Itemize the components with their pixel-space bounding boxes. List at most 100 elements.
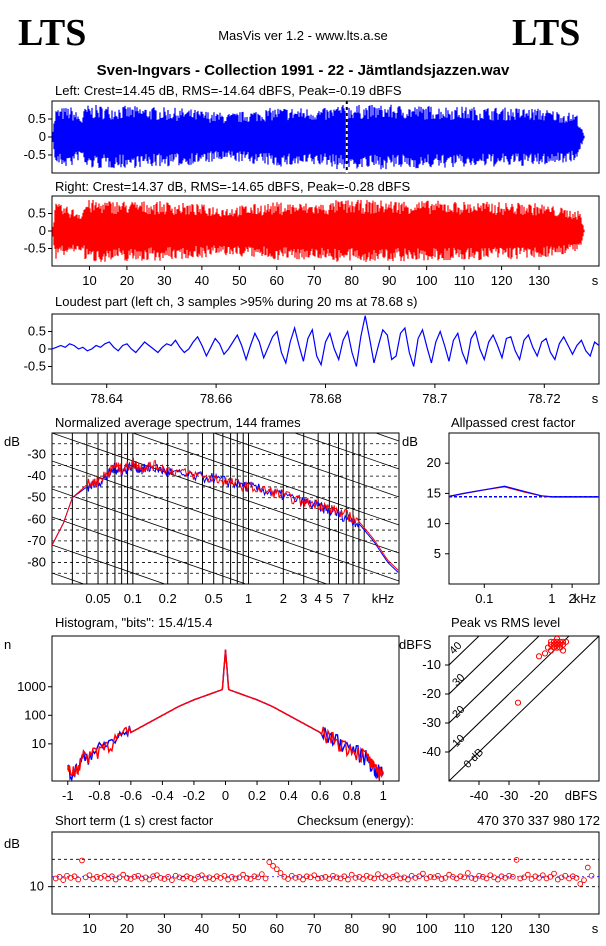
histogram-ytick-label: 100 [24, 707, 46, 722]
short-term-point [94, 873, 100, 880]
spectrum-ytick-label: -60 [27, 511, 46, 526]
short-term-point [236, 874, 243, 881]
peak-rms-point [559, 638, 567, 645]
short-term-xtick-label: 120 [491, 921, 513, 936]
short-term-point [240, 871, 246, 878]
short-term-point [266, 859, 273, 865]
spectrum-xtick-label: 0.5 [205, 591, 223, 606]
short-term-point [315, 875, 321, 882]
short-term-point [273, 866, 280, 873]
histogram-ylabel: n [4, 637, 11, 652]
short-term-xtick-label: 50 [232, 921, 246, 936]
short-term-point [176, 874, 183, 881]
right-waveform-xtick-label: 40 [195, 273, 209, 288]
crest-xtick-label: 1 [548, 591, 555, 606]
peak-rms-ytick-label: -10 [422, 657, 441, 672]
short-term-point [509, 873, 516, 880]
peak-rms-xtick-label: -30 [500, 788, 519, 803]
short-term-ytick-label: 10 [30, 879, 44, 894]
short-term-point [191, 876, 198, 883]
left-waveform-ytick-label: -0.5 [24, 147, 46, 162]
right-waveform-xtick-label: 110 [454, 273, 475, 288]
short-term-point [536, 875, 542, 881]
histogram-xtick-label: 0.4 [280, 788, 298, 803]
loudest-part-xtick-label: 78.7 [422, 391, 447, 406]
peak-rms-ytick-label: -40 [422, 744, 441, 759]
short-term-crest-title: Short term (1 s) crest factor [55, 813, 214, 828]
right-waveform-title: Right: Crest=14.37 dB, RMS=-14.65 dBFS, … [55, 179, 410, 194]
short-term-xtick-label: 60 [270, 921, 284, 936]
spectrum-ytick-label: -40 [27, 468, 46, 483]
plot-layer: 0.50-0.50.50-0.510 20 30 40 50 60 70 80 90 100 110… [17, 100, 600, 936]
peak-rms-xtick-label: -20 [530, 788, 549, 803]
peak-rms-diagonal-label: 30 [450, 672, 467, 689]
peak-rms-frame [448, 635, 600, 782]
histogram-xtick-label: -0.6 [120, 788, 142, 803]
short-term-point [157, 875, 164, 881]
peak-rms-diagonal-label: 40 [447, 640, 464, 657]
short-term-point [517, 875, 524, 882]
short-term-point [539, 872, 546, 879]
peak-rms-point [514, 699, 522, 706]
peak-rms-plot [449, 636, 599, 781]
right-waveform-xtick-label: 10 [82, 273, 96, 288]
crest-ytick-label: 15 [427, 485, 441, 500]
spectrum-ytick-label: -30 [27, 447, 46, 462]
short-term-xtick-label: 90 [382, 921, 396, 936]
crest-left-line [448, 485, 599, 498]
short-term-point [262, 875, 269, 882]
short-term-point [56, 873, 63, 880]
short-term-ylabel: dB [4, 836, 20, 851]
short-term-point [573, 875, 580, 881]
short-term-point [270, 863, 276, 869]
histogram-xtick-label: 0.6 [311, 788, 329, 803]
histogram-xtick-label: -0.8 [88, 788, 110, 803]
short-term-point [154, 872, 160, 879]
peak-rms-diagonal-label: 20 [450, 704, 467, 721]
checksum-value: 470 370 337 980 172 [477, 813, 600, 828]
short-term-point [326, 876, 333, 882]
histogram-xtick-label: -1 [62, 788, 74, 803]
app-title: MasVis ver 1.2 - www.lts.a.se [218, 28, 388, 43]
crest-ylabel: dB [402, 434, 418, 449]
short-term-point [285, 876, 291, 882]
short-term-point [169, 877, 175, 883]
short-term-point [251, 873, 258, 880]
short-term-point [199, 872, 205, 879]
histogram-right-line [67, 649, 384, 781]
histogram-xtick-label: 0 [222, 788, 229, 803]
short-term-point [465, 870, 471, 876]
spectrum-xtick-label: 7 [343, 591, 350, 606]
short-term-point [341, 873, 348, 880]
peak-rms-xtick-label: -40 [470, 788, 489, 803]
short-term-point [420, 870, 426, 877]
short-term-point [333, 874, 340, 881]
peak-rms-diagonal-label: 10 [450, 733, 467, 750]
left-waveform-ytick-label: 0.5 [28, 111, 46, 126]
right-waveform-xtick-label: 100 [416, 273, 438, 288]
short-term-point [494, 876, 501, 883]
loudest-part-xtick-label: 78.72 [528, 391, 561, 406]
spectrum-title: Normalized average spectrum, 144 frames [55, 415, 301, 430]
crest-title: Allpassed crest factor [451, 415, 576, 430]
short-term-point [405, 876, 411, 883]
peak-rms-title: Peak vs RMS level [451, 615, 560, 630]
short-term-point [139, 875, 145, 882]
crest-ytick-label: 20 [427, 455, 441, 470]
short-term-point [438, 876, 445, 882]
short-term-point [165, 873, 171, 880]
peak-rms-point [541, 650, 549, 657]
loudest-part-xtick-label: 78.68 [309, 391, 342, 406]
spectrum-plot [52, 433, 399, 584]
right-waveform-xtick-label: 20 [120, 273, 134, 288]
short-term-point [476, 872, 482, 879]
short-term-point [277, 870, 284, 876]
loudest-part-ytick-label: 0.5 [28, 324, 46, 339]
spectrum-ytick-label: -80 [27, 554, 46, 569]
short-term-point [232, 875, 239, 882]
file-title: Sven-Ingvars - Collection 1991 - 22 - Jä… [97, 62, 510, 79]
short-term-point [318, 875, 325, 881]
peak-rms-ylabel: dBFS [399, 637, 432, 652]
spectrum-ylabel: dB [4, 434, 20, 449]
short-term-point [109, 873, 115, 880]
